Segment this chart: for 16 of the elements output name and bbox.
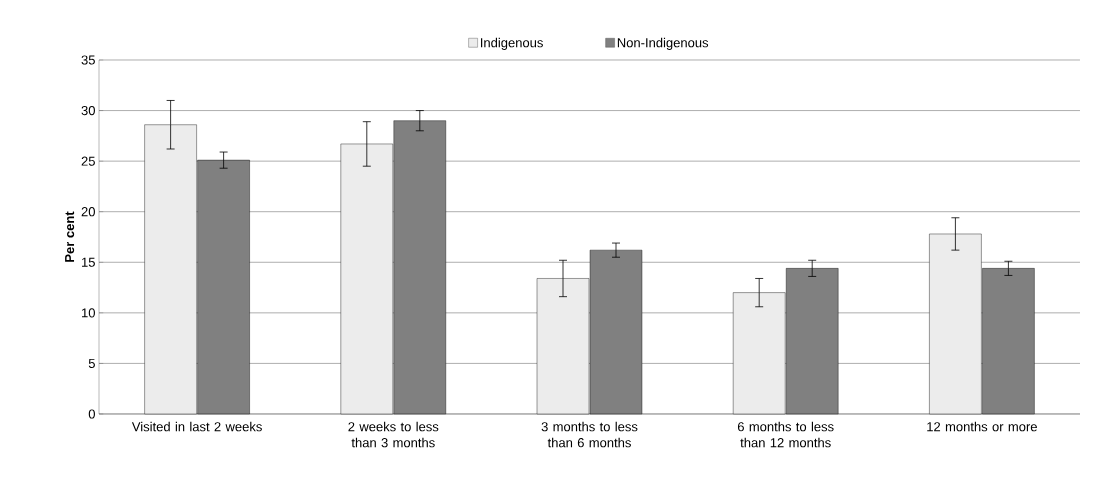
x-tick-label: 3 months to less than 6 months xyxy=(541,421,638,448)
y-axis-title: Per cent xyxy=(65,211,75,262)
legend-label: Indigenous xyxy=(481,37,543,50)
y-tick-label: 25 xyxy=(81,156,95,166)
x-tick-label: 2 weeks to less than 3 months xyxy=(348,421,439,448)
y-tick-label: 15 xyxy=(82,257,95,267)
y-tick-label: 20 xyxy=(81,207,95,217)
y-tick-label: 5 xyxy=(88,358,95,368)
legend-label: Non-Indigenous xyxy=(617,37,709,50)
y-tick-label: 0 xyxy=(88,409,95,419)
x-tick-label: 6 months to less than 12 months xyxy=(737,421,834,448)
y-tick-label: 10 xyxy=(82,308,95,318)
x-tick-label: Visited in last 2 weeks xyxy=(131,421,262,432)
y-tick-label: 30 xyxy=(81,105,95,116)
y-tick-label: 35 xyxy=(81,55,95,65)
x-tick-label: 12 months or more xyxy=(927,421,1037,432)
